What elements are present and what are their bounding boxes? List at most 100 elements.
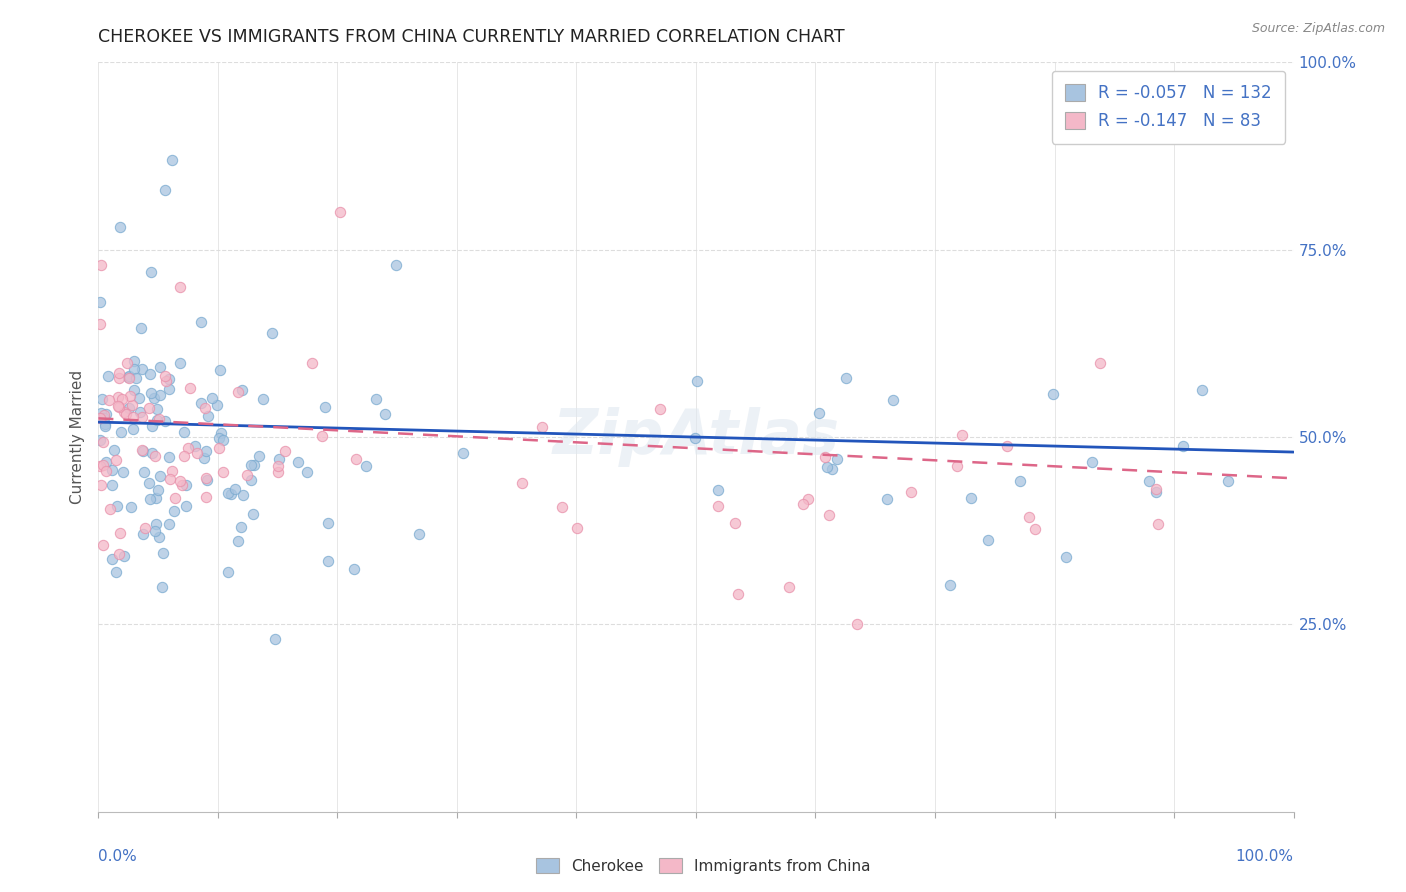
Point <box>183 439 205 453</box>
Point <box>724 516 747 531</box>
Point <box>195 473 218 487</box>
Point <box>91 538 114 552</box>
Point <box>217 486 239 500</box>
Point <box>374 408 396 422</box>
Point <box>205 398 228 412</box>
Point <box>173 450 195 464</box>
Point <box>124 383 146 397</box>
Point <box>174 499 197 513</box>
Point <box>950 428 973 442</box>
Point <box>262 326 284 341</box>
Point <box>267 459 290 474</box>
Point <box>243 458 266 472</box>
Point <box>1008 474 1031 488</box>
Point <box>169 474 191 488</box>
Point <box>267 452 290 467</box>
Point <box>190 315 212 329</box>
Point <box>108 370 131 384</box>
Point <box>995 439 1018 453</box>
Point <box>107 547 129 561</box>
Point <box>792 497 814 511</box>
Point <box>683 431 706 445</box>
Point <box>197 409 219 423</box>
Point <box>145 449 167 463</box>
Point <box>242 508 264 522</box>
Point <box>1218 474 1240 488</box>
Point <box>121 422 143 436</box>
Point <box>94 419 117 434</box>
Point <box>89 434 111 448</box>
Point <box>121 398 143 412</box>
Point <box>112 549 135 563</box>
Point <box>148 412 170 426</box>
Point <box>122 353 145 368</box>
Point <box>163 504 186 518</box>
Text: Source: ZipAtlas.com: Source: ZipAtlas.com <box>1251 22 1385 36</box>
Point <box>153 369 176 384</box>
Point <box>946 459 969 474</box>
Point <box>977 533 1000 547</box>
Point <box>179 381 201 395</box>
Point <box>115 407 138 421</box>
Point <box>239 473 262 487</box>
Point <box>815 459 838 474</box>
Point <box>239 458 262 472</box>
Point <box>1144 482 1167 496</box>
Point <box>226 384 249 399</box>
Point <box>301 356 323 370</box>
Point <box>311 429 333 443</box>
Point <box>354 458 377 473</box>
Point <box>727 587 749 601</box>
Point <box>817 508 839 522</box>
Point <box>138 401 160 416</box>
Point <box>316 554 339 568</box>
Point <box>821 461 844 475</box>
Point <box>118 368 141 383</box>
Point <box>845 617 868 632</box>
Point <box>148 530 170 544</box>
Point <box>94 417 117 431</box>
Point <box>145 491 167 505</box>
Point <box>90 478 112 492</box>
Point <box>567 521 589 535</box>
Point <box>835 371 858 385</box>
Point <box>134 521 156 535</box>
Y-axis label: Currently Married: Currently Married <box>69 370 84 504</box>
Point <box>329 205 352 219</box>
Point <box>146 401 169 416</box>
Point <box>117 369 139 384</box>
Point <box>247 449 270 463</box>
Point <box>131 362 153 376</box>
Text: 0.0%: 0.0% <box>98 849 138 864</box>
Point <box>90 258 112 272</box>
Point <box>110 220 132 235</box>
Point <box>146 483 169 498</box>
Point <box>138 367 160 381</box>
Point <box>510 475 533 490</box>
Point <box>131 526 153 541</box>
Point <box>686 374 709 388</box>
Text: 100.0%: 100.0% <box>1236 849 1294 864</box>
Point <box>107 391 129 405</box>
Point <box>153 414 176 428</box>
Point <box>138 476 160 491</box>
Point <box>551 500 574 514</box>
Point <box>112 465 135 479</box>
Point <box>105 453 128 467</box>
Point <box>228 533 250 548</box>
Point <box>93 458 115 473</box>
Point <box>232 488 254 502</box>
Point <box>900 484 922 499</box>
Point <box>138 491 160 506</box>
Point <box>707 499 730 513</box>
Point <box>128 391 150 405</box>
Point <box>150 580 173 594</box>
Point <box>122 362 145 376</box>
Point <box>169 280 191 294</box>
Point <box>287 455 309 469</box>
Point <box>343 562 366 576</box>
Point <box>89 317 111 331</box>
Point <box>159 472 181 486</box>
Point <box>101 463 124 477</box>
Point <box>229 520 252 534</box>
